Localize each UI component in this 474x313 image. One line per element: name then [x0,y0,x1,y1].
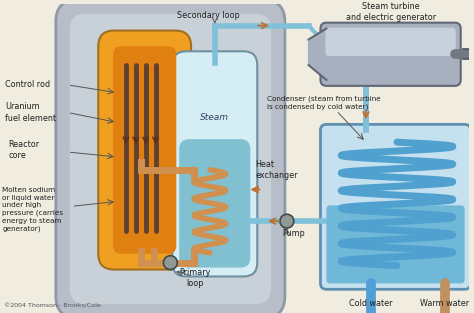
FancyBboxPatch shape [320,23,461,86]
Text: ©2004 Thomson - Brooks/Cole: ©2004 Thomson - Brooks/Cole [4,303,101,308]
Text: Heat
exchanger: Heat exchanger [255,160,298,180]
FancyBboxPatch shape [173,51,257,276]
Text: Uranium
fuel element: Uranium fuel element [5,102,56,123]
Text: Cold water: Cold water [349,299,392,308]
FancyBboxPatch shape [70,14,271,304]
FancyBboxPatch shape [113,46,176,254]
Polygon shape [309,28,327,80]
Text: Steam: Steam [201,113,229,122]
Text: Reactor
core: Reactor core [9,140,39,160]
Text: Warm water: Warm water [420,299,469,308]
Circle shape [164,256,177,269]
FancyBboxPatch shape [98,31,191,269]
Text: Control rod: Control rod [5,80,51,90]
Text: Pump: Pump [282,228,305,238]
Text: Primary
loop: Primary loop [179,268,211,289]
FancyBboxPatch shape [326,28,456,56]
FancyBboxPatch shape [320,124,471,289]
Text: Condenser (steam from turbine
is condensed by cold water): Condenser (steam from turbine is condens… [267,95,381,110]
Text: Steam turbine
and electric generator: Steam turbine and electric generator [346,2,436,22]
FancyBboxPatch shape [179,139,250,268]
FancyBboxPatch shape [327,205,465,283]
FancyBboxPatch shape [56,0,285,313]
Text: Molten sodium
or liquid water
under high
pressure (carries
energy to steam
gener: Molten sodium or liquid water under high… [2,187,64,232]
Text: Secondary loop: Secondary loop [176,11,239,20]
Circle shape [280,214,294,228]
